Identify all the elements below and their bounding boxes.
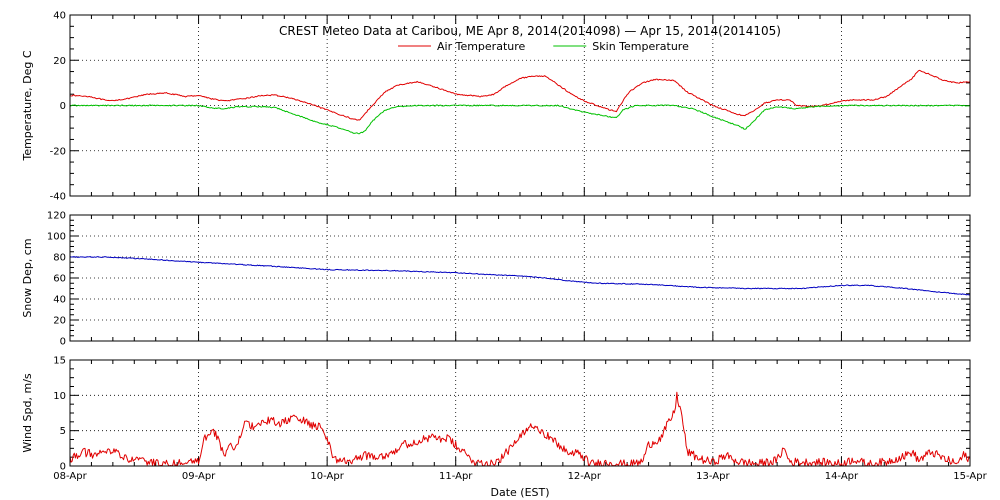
chart-panels: -40 -20 0 20 40 Temperature, Deg C Air Tempera…	[21, 11, 988, 483]
legend-label-air-temperature: Air Temperature	[437, 40, 526, 53]
y-tick-label: 0	[60, 462, 66, 473]
chart-title: CREST Meteo Data at Caribou, ME Apr 8, 2…	[279, 24, 781, 38]
y-tick-label: -40	[50, 192, 66, 203]
x-tick-label: 10-Apr	[310, 471, 344, 482]
y-axis-label-wind: Wind Spd, m/s	[21, 373, 34, 453]
y-axis-label-snow: Snow Dep, cm	[21, 238, 34, 317]
panel-temperature: -40 -20 0 20 40 Temperature, Deg C Air Tempera…	[21, 11, 971, 203]
series-line-air-temperature	[69, 69, 971, 121]
y-tick-label: 60	[53, 274, 66, 285]
x-tick-label: 15-Apr	[953, 471, 987, 482]
y-tick-label: -20	[50, 146, 66, 157]
series-line-skin-temperature	[69, 104, 971, 135]
legend-label-skin-temperature: Skin Temperature	[592, 40, 689, 53]
plot-frame-snow	[69, 214, 971, 342]
plot-frame-wind	[69, 359, 971, 467]
x-tick-label: 14-Apr	[825, 471, 859, 482]
y-tick-label: 40	[53, 295, 66, 306]
y-tick-label: 120	[47, 211, 66, 222]
x-axis-label: Date (EST)	[490, 486, 549, 499]
y-tick-label: 100	[47, 232, 66, 243]
y-axis-label-temperature: Temperature, Deg C	[21, 50, 34, 161]
y-tick-label: 0	[60, 101, 66, 112]
legend: Air Temperature Skin Temperature	[398, 40, 689, 53]
y-tick-label: 15	[53, 356, 66, 367]
y-tick-label: 5	[60, 426, 66, 437]
panel-snow: 0 20 40 60 80 100 120 Snow Dep, cm	[21, 211, 971, 348]
x-tick-label: 11-Apr	[439, 471, 473, 482]
y-tick-label: 80	[53, 253, 66, 264]
y-tick-label: 20	[53, 316, 66, 327]
panel-wind: 0 5 10 15 08-Apr 09-Apr 10-Apr 11-Apr 12-Apr 13-A…	[21, 356, 988, 483]
x-tick-label: 08-Apr	[53, 471, 87, 482]
x-tick-label: 12-Apr	[568, 471, 602, 482]
series-line-wind	[69, 391, 971, 467]
x-tick-label: 13-Apr	[696, 471, 730, 482]
y-tick-label: 40	[53, 11, 66, 22]
plot-frame-temperature	[69, 14, 971, 197]
x-tick-label: 09-Apr	[182, 471, 216, 482]
y-tick-label: 0	[60, 337, 66, 348]
y-tick-label: 20	[53, 56, 66, 67]
series-line-snow	[69, 256, 971, 296]
y-tick-label: 10	[53, 391, 66, 402]
